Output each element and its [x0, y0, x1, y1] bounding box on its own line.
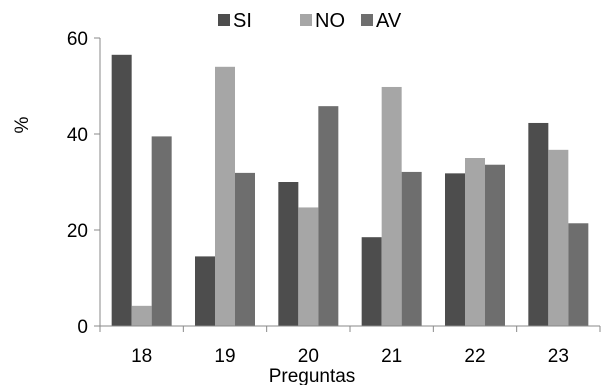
bar-si-23 [528, 122, 549, 327]
y-axis: 0 20 40 60 [67, 29, 100, 338]
y-tick-label: 20 [67, 221, 88, 242]
bar-av-18 [151, 136, 172, 326]
x-tick-label: 18 [131, 346, 152, 367]
bar-av-19 [235, 172, 255, 326]
bar-no-20 [298, 207, 319, 326]
x-axis: 18 19 20 21 22 23 [99, 326, 601, 367]
bar-no-23 [548, 149, 569, 326]
bar-si-18 [111, 54, 132, 327]
y-tick-label: 60 [67, 29, 88, 50]
y-axis-title: % [12, 116, 33, 133]
bar-si-21 [361, 237, 382, 326]
bar-av-20 [318, 106, 339, 326]
legend-label-no: NO [315, 10, 345, 32]
bar-no-18 [131, 305, 152, 326]
bar-no-21 [381, 86, 402, 327]
x-tick-label: 19 [214, 346, 235, 367]
legend-label-av: AV [376, 10, 402, 32]
bar-si-20 [278, 182, 299, 326]
legend: SI NO AV [218, 10, 402, 32]
bar-av-21 [401, 171, 422, 326]
bar-si-19 [195, 256, 215, 326]
bar-no-22 [465, 158, 485, 326]
x-tick-label: 21 [381, 346, 402, 367]
x-axis-title: Preguntas [269, 366, 356, 385]
x-tick-label: 20 [298, 346, 319, 367]
y-tick-label: 40 [67, 125, 88, 146]
bar-no-19 [215, 66, 235, 327]
legend-label-si: SI [233, 10, 252, 32]
bar-si-22 [445, 173, 465, 326]
x-tick-label: 23 [548, 346, 569, 367]
legend-swatch-si [218, 14, 230, 26]
bar-av-23 [568, 223, 589, 326]
legend-swatch-av [361, 14, 373, 26]
x-tick-label: 22 [464, 346, 485, 367]
y-tick-label: 0 [77, 317, 88, 338]
bar-av-22 [485, 164, 505, 326]
bars [111, 54, 589, 327]
legend-swatch-no [300, 14, 312, 26]
